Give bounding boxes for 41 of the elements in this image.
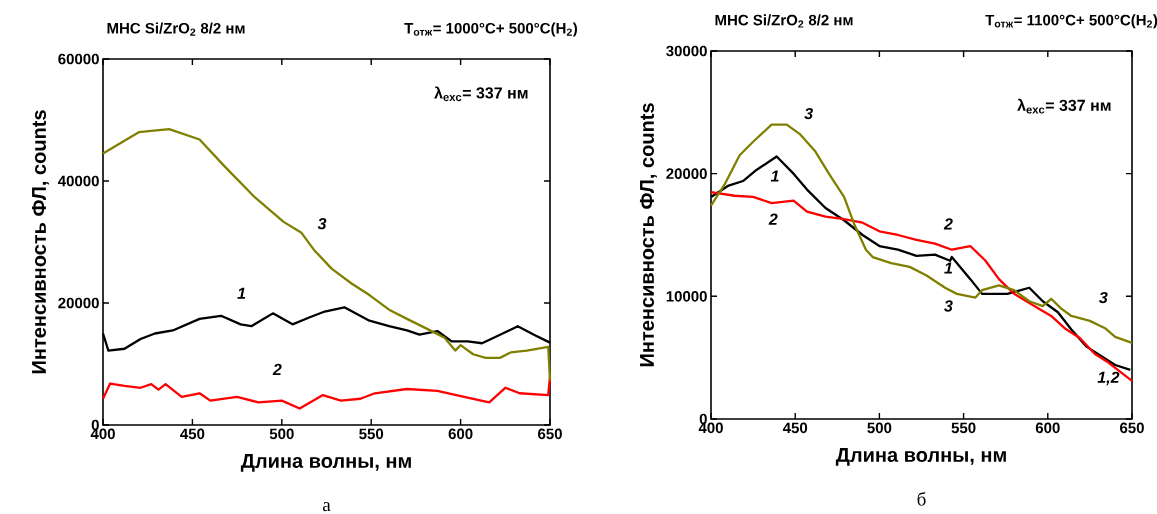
chart-subtitle: T$_{отж}$= 1100°C+ 500°C(H$_{2}$) bbox=[985, 14, 1157, 29]
x-tick-label: 600 bbox=[1035, 422, 1060, 434]
y-tick-label: 20000 bbox=[666, 168, 707, 179]
y-tick-label: 10000 bbox=[666, 291, 707, 302]
text: б bbox=[917, 491, 926, 506]
line-series bbox=[101, 128, 552, 382]
chart-subtitle: T$_{отж}$= 1000°C+ 500°C(H$_{2}$) bbox=[404, 22, 578, 37]
x-tick-label: 450 bbox=[782, 422, 808, 434]
y-tick-label: 60000 bbox=[58, 53, 99, 65]
x-tick-label: 650 bbox=[1120, 422, 1144, 434]
annotation: 3 bbox=[317, 218, 327, 230]
annotation: 3 bbox=[804, 107, 813, 120]
y-axis-title: Интенсивность ФЛ, counts bbox=[639, 103, 657, 367]
line-series bbox=[709, 123, 1134, 345]
y-tick-label: 30000 bbox=[666, 45, 707, 57]
x-tick-label: 650 bbox=[538, 428, 562, 440]
annotation: 1 bbox=[944, 262, 953, 274]
annotation: 1 bbox=[237, 287, 246, 299]
annotation: 2 bbox=[943, 218, 953, 230]
annotation: 1,2 bbox=[1097, 371, 1120, 386]
y-tick-label: 40000 bbox=[57, 175, 99, 187]
x-axis-title: Длина волны, нм bbox=[835, 448, 1006, 466]
x-tick-label: 450 bbox=[180, 428, 205, 440]
x-tick-label: 550 bbox=[951, 422, 976, 434]
annotation: λ$_{exc}$= 337 нм bbox=[434, 86, 528, 102]
chart-title: МНС Si/ZrO$_{2}$ 8/2 нм bbox=[715, 14, 853, 28]
y-axis-title: Интенсивность ФЛ, counts bbox=[31, 110, 49, 374]
chart-title: МНС Si/ZrO$_{2}$ 8/2 нм bbox=[107, 22, 245, 36]
x-axis-title: Длина волны, нм bbox=[240, 454, 411, 472]
x-tick-label: 550 bbox=[359, 428, 384, 440]
x-tick-label: 500 bbox=[269, 428, 294, 440]
annotation: 2 bbox=[768, 213, 778, 225]
annotation: λ$_{exc}$= 337 нм bbox=[1017, 98, 1111, 114]
y-tick-label: 20000 bbox=[58, 297, 99, 309]
text: а bbox=[322, 502, 331, 512]
x-tick-label: 500 bbox=[867, 422, 892, 434]
annotation: 3 bbox=[944, 300, 953, 312]
annotation: 1 bbox=[770, 170, 779, 182]
annotation: 2 bbox=[272, 363, 282, 375]
annotation: 3 bbox=[1099, 291, 1108, 304]
x-tick-label: 600 bbox=[448, 428, 473, 440]
